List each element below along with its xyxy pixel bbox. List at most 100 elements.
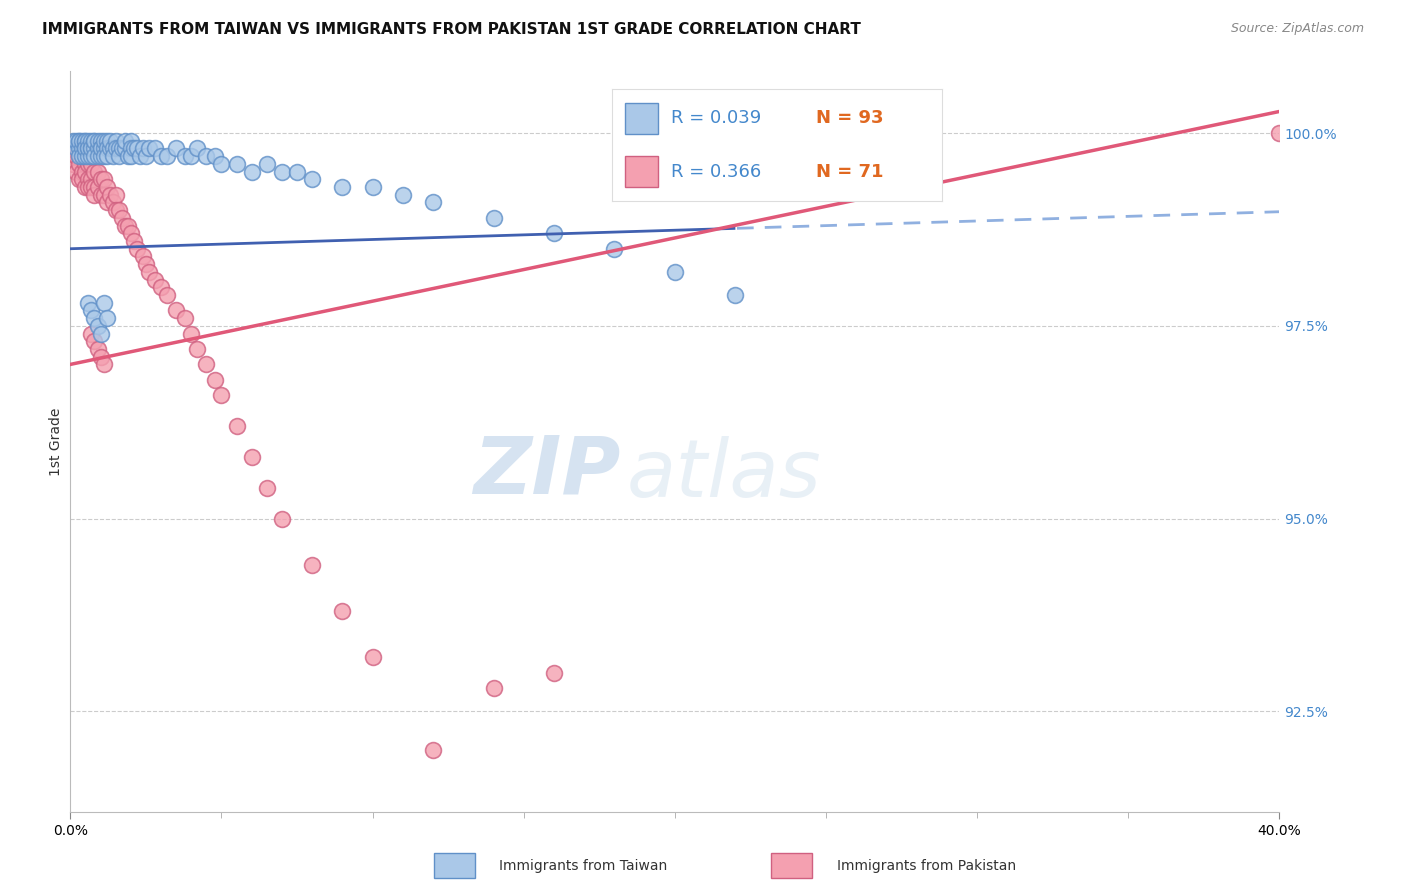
Point [77,141,100,155]
Bar [624,156,658,187]
Point [96,180,118,194]
Point [104,187,127,202]
Point [195,358,218,372]
Point [75,164,97,178]
Point [125,242,148,256]
Point [86,149,108,163]
Point [114,134,136,148]
Point [77,134,100,148]
Point [603,242,626,256]
Point [67,149,90,163]
Point [72,149,94,163]
Point [86,141,108,155]
Point [186,141,208,155]
Point [65,141,87,155]
Point [96,134,118,148]
Point [90,350,111,364]
Point [150,149,173,163]
Point [83,134,105,148]
Point [90,149,111,163]
Point [104,203,127,218]
Point [80,172,103,186]
Point [86,180,108,194]
Point [67,149,90,163]
Point [204,373,226,387]
Point [271,511,294,525]
Point [174,311,197,326]
Point [72,134,94,148]
Point [186,342,208,356]
Point [96,149,118,163]
Point [111,211,134,225]
Point [83,311,105,326]
Point [120,141,142,155]
Point [138,265,160,279]
Point [143,141,166,155]
Point [75,149,97,163]
Bar [433,853,475,878]
Point [65,134,87,148]
Point [62,157,84,171]
Point [83,164,105,178]
Point [114,141,136,155]
Point [75,141,97,155]
Point [90,172,111,186]
Point [482,211,505,225]
Point [72,141,94,155]
Point [67,134,90,148]
Point [80,326,103,341]
Point [543,227,565,241]
Point [83,334,105,349]
Text: R = 0.366: R = 0.366 [671,162,761,181]
Point [104,134,127,148]
Point [80,134,103,148]
Text: Immigrants from Pakistan: Immigrants from Pakistan [837,859,1015,873]
Point [174,149,197,163]
Point [128,149,150,163]
Point [724,288,747,302]
Point [96,195,118,210]
Point [132,141,155,155]
Point [75,134,97,148]
Point [211,388,233,402]
Point [150,280,173,294]
Point [180,149,202,163]
Point [422,195,444,210]
Text: IMMIGRANTS FROM TAIWAN VS IMMIGRANTS FROM PAKISTAN 1ST GRADE CORRELATION CHART: IMMIGRANTS FROM TAIWAN VS IMMIGRANTS FRO… [42,22,860,37]
Point [135,149,157,163]
Point [75,157,97,171]
Point [72,164,94,178]
Point [125,141,148,155]
Point [86,342,108,356]
Point [204,149,226,163]
Point [90,134,111,148]
Point [143,272,166,286]
Point [122,234,145,248]
Text: N = 71: N = 71 [817,162,884,181]
Point [67,157,90,171]
Point [80,149,103,163]
Point [86,164,108,178]
Point [77,172,100,186]
Point [77,295,100,310]
Point [905,126,928,140]
Point [93,134,115,148]
Point [93,149,115,163]
Point [138,141,160,155]
Point [80,157,103,171]
Point [107,141,129,155]
Point [122,141,145,155]
Y-axis label: 1st Grade: 1st Grade [49,408,63,475]
Point [301,172,323,186]
Point [83,149,105,163]
Point [80,141,103,155]
Point [332,180,354,194]
Point [225,419,247,434]
Point [83,180,105,194]
Point [77,157,100,171]
Point [75,134,97,148]
Point [98,134,121,148]
Point [107,203,129,218]
Point [101,141,124,155]
Point [98,141,121,155]
